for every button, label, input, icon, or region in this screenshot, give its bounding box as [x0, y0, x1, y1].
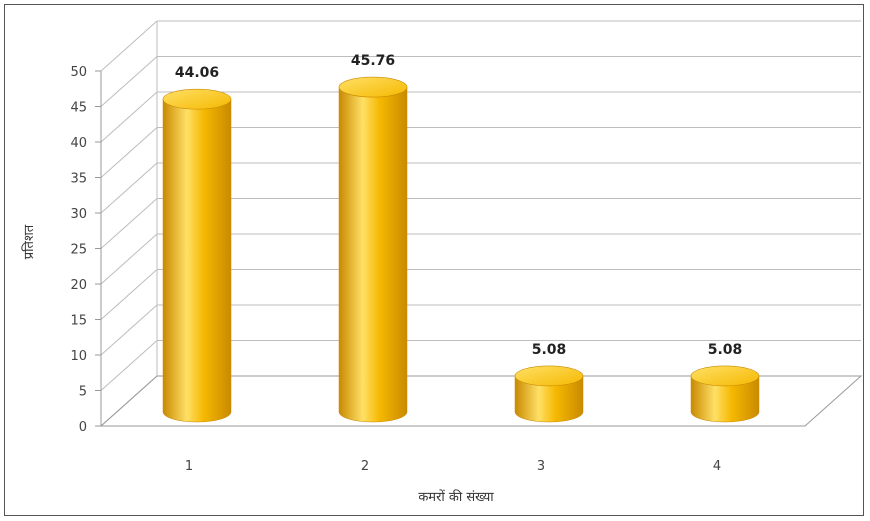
side-gridline — [100, 198, 158, 249]
y-tick-label: 0 — [79, 420, 87, 435]
x-axis-title: कमरों की संख्या — [418, 489, 494, 505]
side-gridline — [100, 20, 158, 72]
chart-frame: 0 5 10 15 20 25 30 35 40 45 50 1 2 3 4 44.06 45.76 5.08 5… — [4, 4, 864, 516]
data-label: 5.08 — [532, 342, 567, 358]
y-tick-label: 40 — [70, 136, 87, 151]
side-gridline — [100, 56, 158, 107]
x-tick-label: 1 — [185, 459, 193, 474]
y-tick-label: 50 — [70, 65, 87, 80]
bar-top — [162, 88, 232, 110]
bar-top — [690, 365, 760, 387]
bar-body — [690, 375, 760, 423]
side-gridline — [100, 340, 158, 391]
label-layer: 44.06 45.76 5.08 5.08 — [175, 53, 742, 358]
axis-layer: 0 5 10 15 20 25 30 35 40 45 50 1 2 3 4 — [70, 65, 863, 474]
side-gridline — [100, 162, 158, 214]
bar — [162, 88, 232, 423]
bar-layer — [162, 76, 760, 423]
y-tick-label: 35 — [70, 172, 87, 187]
data-label: 5.08 — [708, 342, 743, 358]
y-tick-label: 5 — [79, 385, 87, 400]
bar — [690, 365, 760, 423]
y-tick-label: 45 — [70, 101, 87, 116]
y-tick-label: 30 — [70, 207, 87, 222]
y-tick-label: 15 — [70, 314, 87, 329]
data-label: 45.76 — [351, 53, 395, 69]
side-gridline — [100, 269, 158, 320]
bar-body — [162, 98, 232, 423]
side-gridline — [100, 127, 158, 178]
bar-body — [514, 375, 584, 423]
y-axis-title: प्रतिशत — [21, 224, 37, 259]
bar-top — [514, 365, 584, 387]
floor-plane — [99, 375, 863, 427]
grid-layer — [100, 20, 861, 427]
side-gridline — [100, 91, 158, 143]
bar-chart: 0 5 10 15 20 25 30 35 40 45 50 1 2 3 4 44.06 45.76 5.08 5… — [21, 20, 863, 505]
side-gridline — [100, 233, 158, 285]
bar-body — [338, 86, 408, 423]
x-tick-label: 3 — [537, 459, 545, 474]
y-tick-label: 10 — [70, 349, 87, 364]
data-label: 44.06 — [175, 65, 219, 81]
y-tick-label: 25 — [70, 243, 87, 258]
bar — [514, 365, 584, 423]
y-tick-label: 20 — [70, 278, 87, 293]
bar — [338, 76, 408, 423]
x-tick-label: 4 — [713, 459, 721, 474]
x-tick-label: 2 — [361, 459, 369, 474]
side-gridline — [100, 304, 158, 356]
bar-top — [338, 76, 408, 98]
